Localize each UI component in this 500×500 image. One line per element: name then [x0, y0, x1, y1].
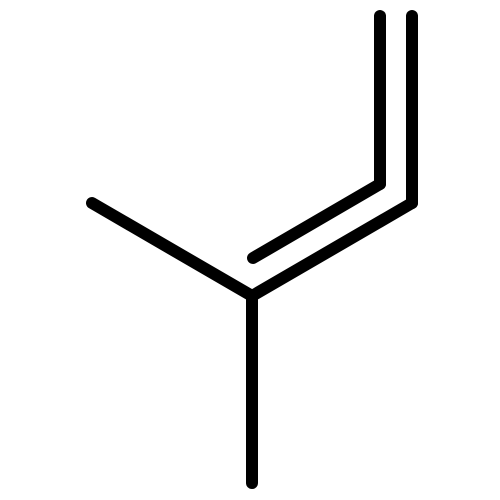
bonds-group — [92, 16, 412, 483]
chemical-structure-diagram — [0, 0, 500, 500]
bond-left-to-center — [92, 203, 252, 296]
double-inner-a — [253, 184, 380, 258]
